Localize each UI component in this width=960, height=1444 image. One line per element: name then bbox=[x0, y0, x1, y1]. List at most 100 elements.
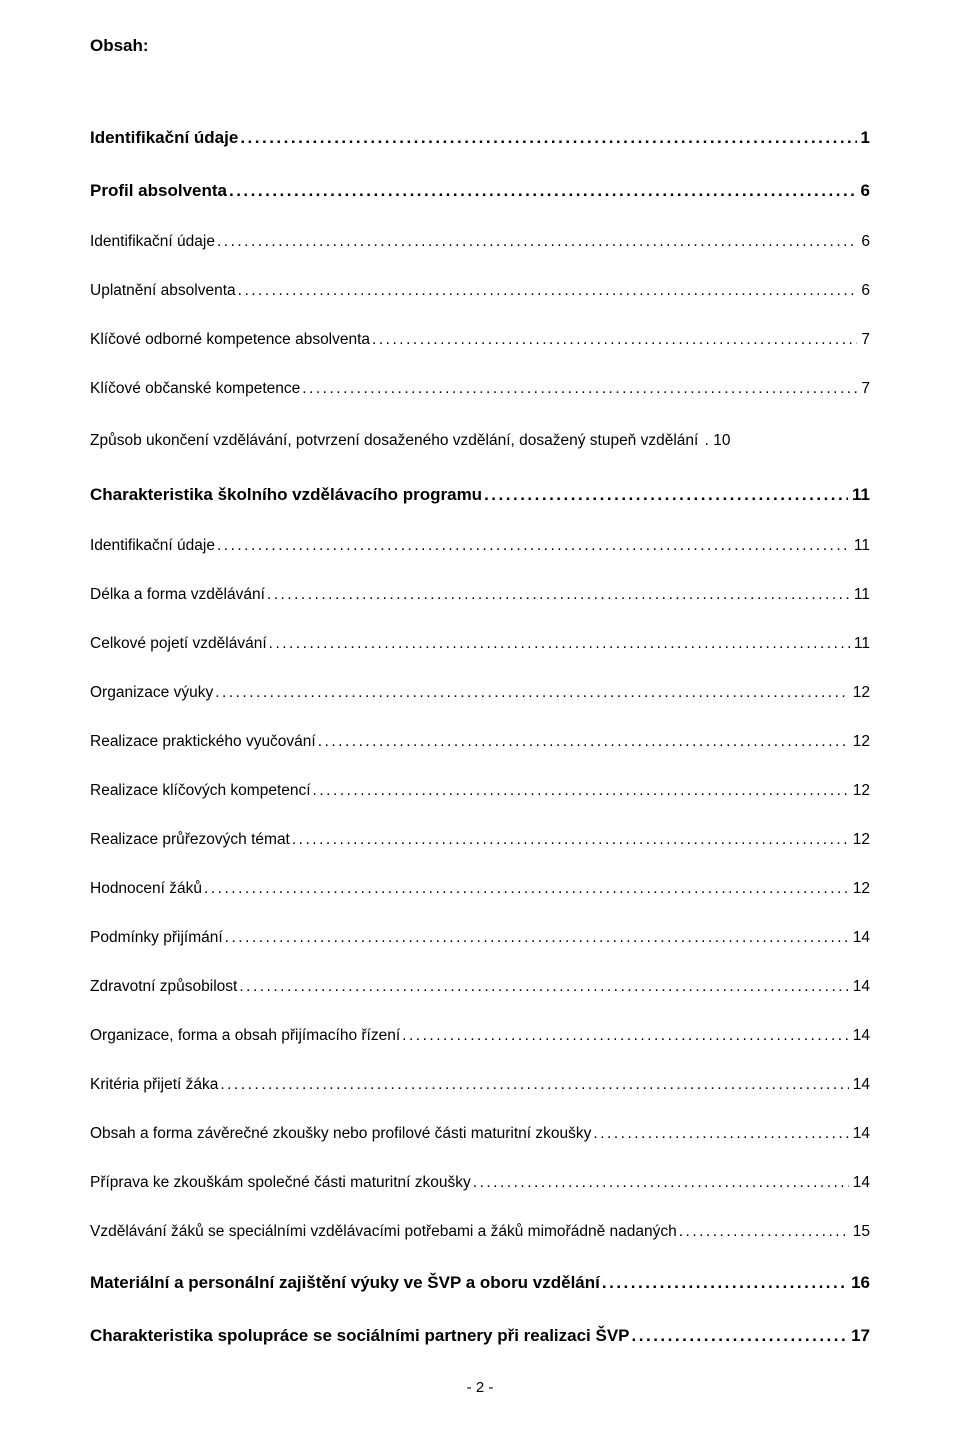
toc-entry: Organizace výuky 12 bbox=[90, 684, 870, 702]
toc-entry-label: Klíčové odborné kompetence absolventa bbox=[90, 331, 372, 349]
toc-leader bbox=[217, 233, 857, 251]
toc-leader bbox=[220, 1076, 848, 1094]
toc-entry: Vzdělávání žáků se speciálními vzdělávac… bbox=[90, 1223, 870, 1241]
toc-entry-label: Příprava ke zkouškám společné části matu… bbox=[90, 1174, 473, 1192]
toc-entry: Příprava ke zkouškám společné části matu… bbox=[90, 1174, 870, 1192]
toc-leader bbox=[372, 331, 857, 349]
toc-entry-page: 6 bbox=[857, 181, 870, 201]
toc-entry-label: Realizace klíčových kompetencí bbox=[90, 782, 313, 800]
toc-leader bbox=[292, 831, 849, 849]
toc-entry-label: Charakteristika spolupráce se sociálními… bbox=[90, 1326, 632, 1346]
toc-entry-page: 12 bbox=[849, 684, 870, 702]
toc-entry-page: 14 bbox=[849, 978, 870, 996]
toc-entry-label: Zdravotní způsobilost bbox=[90, 978, 239, 996]
toc-entry-label: Hodnocení žáků bbox=[90, 880, 204, 898]
toc-entry-page: 11 bbox=[850, 635, 870, 653]
toc-entry-page: 6 bbox=[857, 233, 870, 251]
toc-entry-page: 12 bbox=[849, 782, 870, 800]
toc-entry-page-number: 10 bbox=[713, 432, 730, 449]
toc-entry-page: 12 bbox=[849, 733, 870, 751]
toc-entry: Identifikační údaje 1 bbox=[90, 128, 870, 148]
toc-entry: Délka a forma vzdělávání 11 bbox=[90, 586, 870, 604]
toc-entry-page: 11 bbox=[850, 537, 870, 555]
page-title: Obsah: bbox=[90, 36, 870, 56]
toc-entry: Obsah a forma závěrečné zkoušky nebo pro… bbox=[90, 1125, 870, 1143]
toc-leader bbox=[318, 733, 849, 751]
toc-entry: Profil absolventa 6 bbox=[90, 181, 870, 201]
toc-entry-page: 12 bbox=[849, 831, 870, 849]
toc-entry-page: 14 bbox=[849, 929, 870, 947]
toc-leader bbox=[238, 282, 858, 300]
toc-leader bbox=[267, 586, 850, 604]
toc-entry-page: 6 bbox=[857, 282, 870, 300]
toc-leader bbox=[204, 880, 849, 898]
toc-leader bbox=[239, 978, 848, 996]
toc-entry-page: . bbox=[700, 432, 713, 449]
toc-entry-label: Realizace praktického vyučování bbox=[90, 733, 318, 751]
toc-leader bbox=[402, 1027, 849, 1045]
toc-entry-label: Charakteristika školního vzdělávacího pr… bbox=[90, 485, 484, 505]
toc-entry: Materiální a personální zajištění výuky … bbox=[90, 1273, 870, 1293]
toc-entry: Charakteristika spolupráce se sociálními… bbox=[90, 1326, 870, 1346]
toc-leader bbox=[484, 485, 848, 505]
toc-entry-label: Klíčové občanské kompetence bbox=[90, 380, 302, 398]
toc-leader bbox=[225, 929, 849, 947]
toc-entry-page: 14 bbox=[849, 1027, 870, 1045]
toc-leader bbox=[313, 782, 849, 800]
toc-entry-page: 7 bbox=[857, 331, 870, 349]
toc-entry: Realizace praktického vyučování 12 bbox=[90, 733, 870, 751]
toc-entry-label: Organizace, forma a obsah přijímacího ří… bbox=[90, 1027, 402, 1045]
toc-entry: Hodnocení žáků 12 bbox=[90, 880, 870, 898]
toc: Identifikační údaje1Profil absolventa6Id… bbox=[90, 102, 870, 1353]
toc-entry-label: Kritéria přijetí žáka bbox=[90, 1076, 220, 1094]
toc-entry-page: 17 bbox=[847, 1326, 870, 1346]
toc-leader bbox=[229, 181, 857, 201]
toc-leader bbox=[217, 537, 850, 555]
toc-entry-label: Způsob ukončení vzdělávání, potvrzení do… bbox=[90, 432, 700, 449]
toc-entry: Klíčové odborné kompetence absolventa 7 bbox=[90, 331, 870, 349]
toc-entry-label: Profil absolventa bbox=[90, 181, 229, 201]
toc-entry-page: 1 bbox=[857, 128, 870, 148]
toc-entry-label: Identifikační údaje bbox=[90, 537, 217, 555]
toc-entry-label: Celkové pojetí vzdělávání bbox=[90, 635, 269, 653]
toc-entry: Charakteristika školního vzdělávacího pr… bbox=[90, 485, 870, 505]
toc-entry-label: Vzdělávání žáků se speciálními vzdělávac… bbox=[90, 1223, 679, 1241]
toc-entry: Organizace, forma a obsah přijímacího ří… bbox=[90, 1027, 870, 1045]
toc-entry: Uplatnění absolventa 6 bbox=[90, 282, 870, 300]
toc-entry-label: Identifikační údaje bbox=[90, 128, 240, 148]
toc-entry-label: Identifikační údaje bbox=[90, 233, 217, 251]
toc-entry-label: Podmínky přijímání bbox=[90, 929, 225, 947]
toc-leader bbox=[302, 380, 857, 398]
toc-entry-label: Organizace výuky bbox=[90, 684, 215, 702]
toc-entry-label: Realizace průřezových témat bbox=[90, 831, 292, 849]
toc-entry: Způsob ukončení vzdělávání, potvrzení do… bbox=[90, 429, 870, 453]
toc-leader bbox=[593, 1125, 848, 1143]
toc-entry-page: 11 bbox=[848, 485, 870, 505]
toc-entry-label: Materiální a personální zajištění výuky … bbox=[90, 1273, 602, 1293]
toc-leader bbox=[240, 128, 856, 148]
toc-entry-label: Uplatnění absolventa bbox=[90, 282, 238, 300]
toc-entry-page: 11 bbox=[850, 586, 870, 604]
toc-leader bbox=[602, 1273, 847, 1293]
toc-entry: Realizace klíčových kompetencí 12 bbox=[90, 782, 870, 800]
toc-entry-label: Délka a forma vzdělávání bbox=[90, 586, 267, 604]
toc-entry-label: Obsah a forma závěrečné zkoušky nebo pro… bbox=[90, 1125, 593, 1143]
toc-entry: Zdravotní způsobilost 14 bbox=[90, 978, 870, 996]
toc-leader bbox=[215, 684, 849, 702]
toc-entry: Kritéria přijetí žáka 14 bbox=[90, 1076, 870, 1094]
toc-leader bbox=[632, 1326, 848, 1346]
toc-entry: Celkové pojetí vzdělávání 11 bbox=[90, 635, 870, 653]
toc-entry-page: 16 bbox=[847, 1273, 870, 1293]
toc-entry-page: 14 bbox=[849, 1076, 870, 1094]
toc-entry-page: 12 bbox=[849, 880, 870, 898]
toc-entry-page: 14 bbox=[849, 1174, 870, 1192]
toc-entry: Podmínky přijímání 14 bbox=[90, 929, 870, 947]
toc-entry-page: 14 bbox=[849, 1125, 870, 1143]
toc-entry-page: 7 bbox=[857, 380, 870, 398]
toc-leader bbox=[269, 635, 850, 653]
toc-entry: Identifikační údaje 6 bbox=[90, 233, 870, 251]
toc-entry: Realizace průřezových témat 12 bbox=[90, 831, 870, 849]
toc-entry-page: 15 bbox=[849, 1223, 870, 1241]
page: Obsah: Identifikační údaje 1 Profil absolv… bbox=[0, 0, 960, 1444]
page-number: - 2 - bbox=[0, 1379, 960, 1396]
